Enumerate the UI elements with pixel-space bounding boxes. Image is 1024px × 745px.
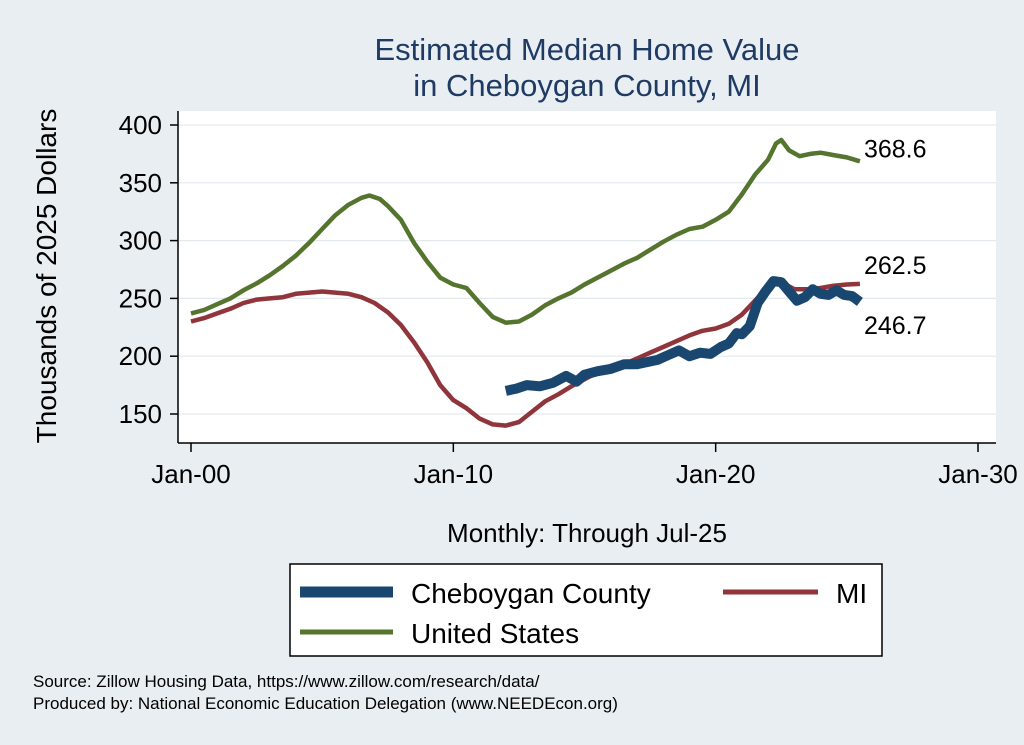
- y-axis-label: Thousands of 2025 Dollars: [31, 109, 62, 444]
- source-text: Source: Zillow Housing Data, https://www…: [33, 672, 540, 691]
- y-tick-label: 300: [119, 226, 162, 256]
- title-line-1: Estimated Median Home Value: [374, 32, 799, 67]
- title-line-2: in Cheboygan County, MI: [413, 68, 761, 103]
- x-axis: Jan-00 Jan-10 Jan-20 Jan-30: [151, 442, 1018, 489]
- plot-area: [178, 111, 996, 443]
- y-tick-label: 350: [119, 168, 162, 198]
- end-labels: 246.7 262.5 368.6: [864, 135, 927, 340]
- y-tick-label: 250: [119, 283, 162, 313]
- y-tick-label: 400: [119, 110, 162, 140]
- series-lines: [190, 137, 863, 428]
- x-tick-label: Jan-20: [676, 459, 756, 489]
- legend-box: [289, 563, 883, 657]
- x-axis-label: Monthly: Through Jul-25: [447, 518, 727, 548]
- legend-label-cheboygan: Cheboygan County: [411, 578, 651, 609]
- y-tick-label: 150: [119, 399, 162, 429]
- end-label-us: 368.6: [864, 135, 927, 163]
- chart-title: Estimated Median Home Value in Cheboygan…: [374, 32, 799, 103]
- end-label-cheboygan: 246.7: [864, 312, 927, 340]
- y-axis: 150 200 250 300 350 400: [119, 110, 179, 443]
- legend-label-us: United States: [411, 618, 579, 649]
- x-tick-label: Jan-30: [938, 459, 1018, 489]
- series-line-us: [190, 137, 861, 325]
- y-tick-label: 200: [119, 341, 162, 371]
- end-label-mi: 262.5: [864, 252, 927, 280]
- legend-label-mi: MI: [836, 578, 867, 609]
- legend: Cheboygan County MI United States: [289, 563, 883, 657]
- producer-text: Produced by: National Economic Education…: [33, 694, 618, 713]
- x-tick-label: Jan-00: [151, 459, 231, 489]
- x-tick-label: Jan-10: [414, 459, 494, 489]
- series-line-mi: [190, 279, 861, 428]
- series-line-cheboygan: [504, 276, 863, 396]
